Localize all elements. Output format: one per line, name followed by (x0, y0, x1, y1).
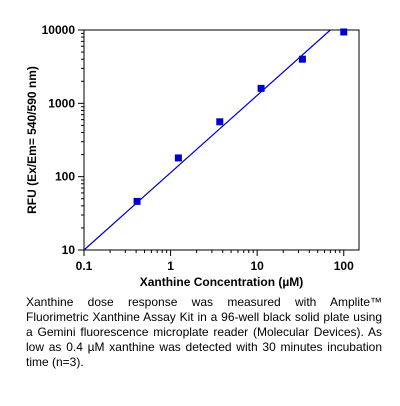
data-point (133, 197, 141, 205)
x-tick-label: 100 (334, 259, 354, 273)
x-tick-label: 0.1 (76, 259, 93, 273)
data-point (298, 55, 306, 63)
xanthine-dose-response-chart: 10 100 1000 10000 0.1 1 10 100 Xanthine Concent… (25, 23, 360, 289)
fit-line (83, 29, 331, 251)
fit-line-layer (83, 29, 331, 251)
data-point (257, 84, 265, 92)
y-axis-title: RFU (Ex/Em= 540/590 nm) (25, 66, 39, 214)
data-point (174, 154, 182, 162)
axes (78, 29, 360, 256)
y-tick-label: 100 (55, 170, 75, 184)
data-point (216, 118, 224, 126)
x-axis-title: Xanthine Concentration (µM) (140, 275, 304, 289)
x-tick-label: 10 (250, 259, 264, 273)
data-point (340, 28, 348, 36)
data-points-layer (133, 28, 348, 205)
y-tick-label: 1000 (48, 96, 75, 110)
figure-caption: Xanthine dose response was measured with… (26, 295, 382, 369)
plot-frame (83, 29, 360, 251)
x-tick-label: 1 (167, 259, 174, 273)
tick-labels-layer: 10 100 1000 10000 0.1 1 10 100 (42, 23, 354, 273)
y-tick-label: 10000 (42, 23, 76, 37)
y-tick-label: 10 (62, 243, 76, 257)
